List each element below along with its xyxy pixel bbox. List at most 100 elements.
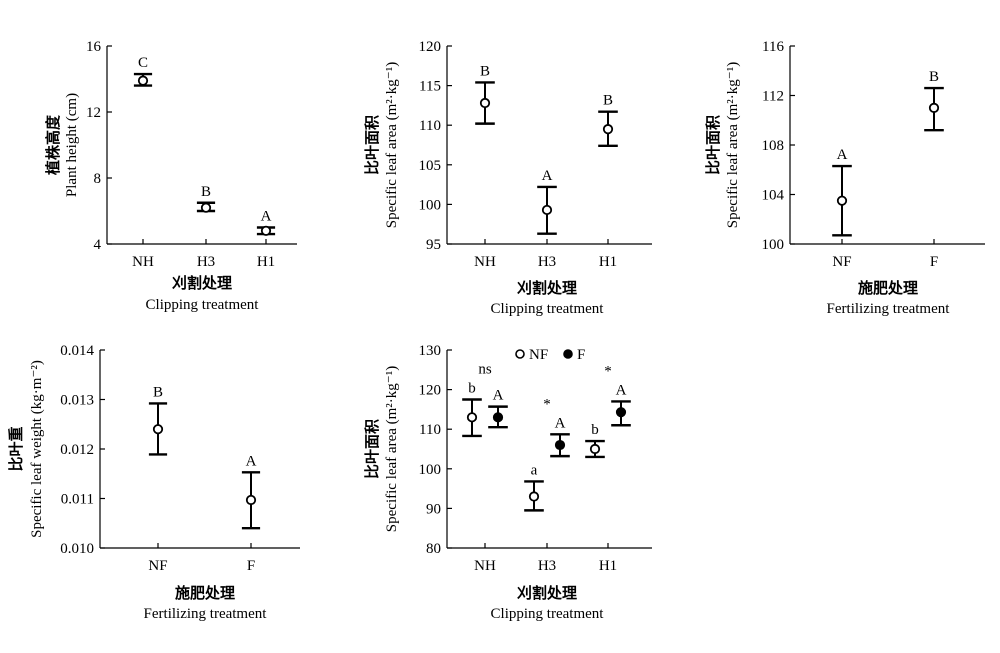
- x-tick-label: NF: [148, 558, 167, 574]
- significance-mark: *: [543, 396, 551, 412]
- y-axis-title-en: Specific leaf area (m²·kg⁻¹): [384, 366, 400, 532]
- y-tick-label: 90: [426, 501, 441, 517]
- legend-label: F: [577, 347, 585, 363]
- y-tick-label: 0.013: [60, 393, 94, 409]
- y-tick-label: 12: [86, 105, 101, 121]
- significance-letter: A: [246, 453, 257, 469]
- mean-point: [928, 102, 940, 113]
- significance-letter: B: [201, 184, 211, 200]
- x-axis-title-cn: 施肥处理: [175, 584, 235, 602]
- y-tick-label: 120: [419, 39, 442, 55]
- x-tick-label: H1: [257, 254, 275, 270]
- significance-letter: B: [929, 69, 939, 85]
- significance-letter: b: [591, 422, 599, 438]
- significance-letter: A: [616, 382, 627, 398]
- y-tick-label: 8: [94, 171, 102, 187]
- y-tick-label: 105: [419, 158, 442, 174]
- legend-label: NF: [529, 347, 548, 363]
- significance-letter: b: [468, 381, 476, 397]
- mean-point: [528, 491, 540, 502]
- y-tick-label: 110: [419, 118, 441, 134]
- significance-letter: a: [531, 462, 538, 478]
- y-tick-label: 110: [419, 422, 441, 438]
- y-axis-title-cn: 比叶面积: [363, 115, 381, 175]
- x-tick-label: H1: [599, 558, 617, 574]
- mean-point: [479, 97, 491, 109]
- panel-2: 95 100 105 110 115 120 NH H3 H1 刈割处理 Clipping trea…: [363, 39, 652, 317]
- mean-point: [492, 412, 504, 423]
- mean-point: [602, 124, 614, 135]
- significance-letter: B: [603, 93, 613, 109]
- x-tick-label: H3: [197, 254, 215, 270]
- y-tick-label: 112: [762, 89, 784, 105]
- mean-point: [466, 412, 478, 423]
- significance-letter: A: [555, 415, 566, 431]
- mean-point: [137, 75, 149, 86]
- x-axis-title-cn: 刈割处理: [517, 584, 577, 602]
- y-tick-label: 16: [86, 39, 102, 55]
- x-axis-title-cn: 施肥处理: [858, 279, 918, 297]
- x-axis-title-en: Clipping treatment: [146, 297, 260, 313]
- y-tick-label: 104: [762, 188, 785, 204]
- y-tick-label: 130: [419, 343, 442, 359]
- y-tick-label: 100: [419, 197, 442, 213]
- y-tick-label: 0.011: [61, 492, 94, 508]
- x-tick-label: H3: [538, 558, 556, 574]
- x-tick-label: F: [247, 558, 255, 574]
- y-tick-label: 80: [426, 541, 441, 557]
- legend-marker: [563, 349, 573, 359]
- x-tick-label: H3: [538, 254, 556, 270]
- x-axis-title-en: Clipping treatment: [491, 606, 605, 622]
- y-axis-title-cn: 植株高度: [44, 114, 62, 175]
- legend-marker: [515, 349, 525, 359]
- mean-point: [589, 443, 601, 455]
- significance-letter: A: [493, 388, 504, 404]
- y-tick-label: 116: [762, 39, 784, 55]
- x-tick-label: F: [930, 254, 938, 270]
- y-tick-label: 120: [419, 383, 442, 399]
- mean-point: [836, 195, 848, 206]
- panel-3: 100 104 108 112 116 NF F 施肥处理 Fertilizing treatm…: [704, 39, 985, 317]
- x-tick-label: NH: [474, 254, 496, 270]
- y-tick-label: 95: [426, 237, 441, 253]
- mean-point: [152, 424, 164, 435]
- y-tick-label: 0.012: [60, 442, 94, 458]
- y-tick-label: 100: [419, 462, 442, 478]
- y-tick-label: 4: [94, 237, 102, 253]
- y-tick-label: 0.014: [60, 343, 94, 359]
- y-axis-title-en: Specific leaf weight (kg·m⁻²): [29, 360, 45, 538]
- panel-1: 4 8 12 16 NH H3 H1 刈割处理 Clipping treatment 植株高度 Pl…: [44, 39, 297, 313]
- y-axis-title-en: Specific leaf area (m²·kg⁻¹): [725, 62, 741, 228]
- mean-point: [554, 439, 566, 451]
- x-axis-title-cn: 刈割处理: [172, 274, 232, 292]
- y-tick-label: 0.010: [60, 541, 94, 557]
- significance-letter: A: [542, 168, 553, 184]
- y-axis-title-en: Specific leaf area (m²·kg⁻¹): [384, 62, 400, 228]
- significance-letter: A: [837, 147, 848, 163]
- x-tick-label: NH: [132, 254, 154, 270]
- y-axis-title-cn: 比叶重: [7, 426, 25, 471]
- mean-point: [541, 204, 553, 216]
- x-axis-title-en: Clipping treatment: [491, 301, 605, 317]
- x-tick-label: NH: [474, 558, 496, 574]
- significance-letter: A: [261, 209, 272, 225]
- x-axis-title-en: Fertilizing treatment: [144, 606, 268, 622]
- mean-point: [615, 407, 627, 418]
- significance-mark: *: [604, 363, 612, 379]
- significance-letter: B: [480, 63, 490, 79]
- y-axis-title-cn: 比叶面积: [363, 419, 381, 479]
- y-tick-label: 108: [762, 138, 785, 154]
- mean-point: [260, 225, 272, 236]
- panel-4: 0.010 0.011 0.012 0.013 0.014 NF F 施肥处理 Fertiliz…: [7, 343, 300, 622]
- x-axis-title-cn: 刈割处理: [517, 279, 577, 297]
- mean-point: [245, 494, 257, 506]
- mean-point: [200, 202, 212, 213]
- panel-5: 80 90 100 110 120 130 NH H3 H1 刈割处理 Clipping treat…: [363, 343, 652, 622]
- significance-letter: C: [138, 55, 148, 71]
- x-tick-label: H1: [599, 254, 617, 270]
- y-axis-title-en: Plant height (cm): [64, 93, 80, 197]
- significance-mark: ns: [478, 362, 492, 378]
- y-tick-label: 100: [762, 237, 785, 253]
